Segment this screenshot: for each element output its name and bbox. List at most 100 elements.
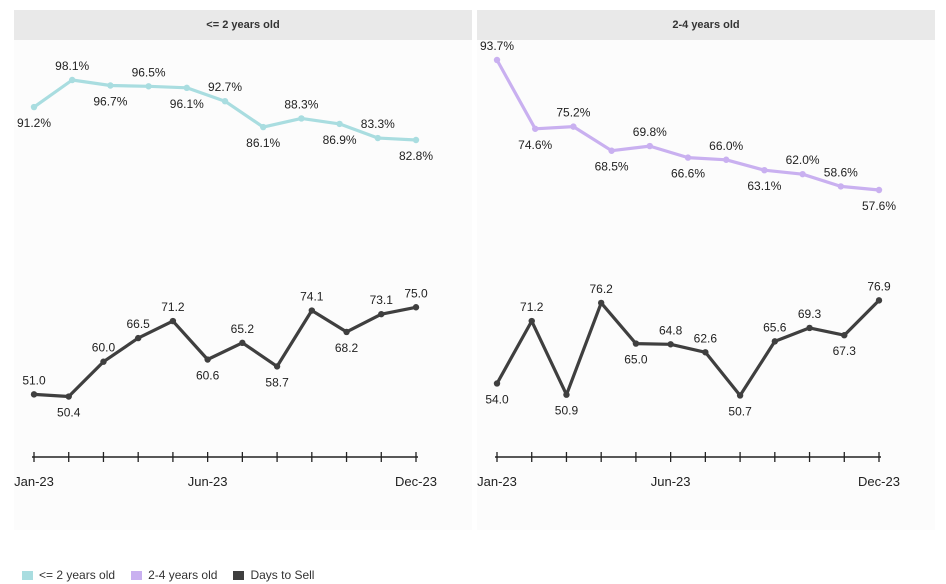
panel-right	[477, 40, 935, 530]
data-point-p0-s0-4	[183, 84, 190, 92]
data-point-p1-s1-3	[597, 299, 605, 307]
data-point-p1-s1-7	[736, 392, 744, 399]
data-point-p1-s0-1	[532, 125, 539, 132]
data-point-p1-s0-6	[723, 156, 730, 163]
data-point-p0-s1-1	[65, 393, 72, 400]
x-tick-label-p1-1: Jun-23	[651, 474, 691, 489]
data-point-p1-s1-0	[493, 380, 501, 387]
data-label-p1-s0-4: 69.8%	[633, 125, 667, 139]
data-point-p1-s0-9	[837, 183, 844, 190]
data-label-p0-s0-2: 96.7%	[93, 94, 127, 108]
data-point-p0-s1-7	[273, 363, 281, 370]
data-point-p0-s0-7	[298, 115, 305, 122]
data-label-p0-s0-1: 98.1%	[55, 59, 89, 73]
data-label-p0-s1-11: 75.0	[404, 286, 428, 300]
data-label-p0-s0-3: 96.5%	[132, 65, 166, 79]
data-label-p1-s0-6: 66.0%	[709, 139, 743, 153]
legend: <= 2 years old 2-4 years old Days to Sel…	[22, 568, 314, 582]
data-point-p1-s1-2	[563, 391, 570, 398]
data-label-p1-s1-5: 64.8	[659, 323, 683, 337]
data-label-p1-s1-6: 62.6	[694, 331, 718, 345]
data-point-p1-s0-7	[761, 166, 768, 174]
x-tick-label-p0-2: Dec-23	[395, 474, 437, 489]
data-point-p1-s1-5	[667, 341, 674, 348]
legend-item-age-0-2: <= 2 years old	[22, 568, 115, 582]
data-label-p0-s1-4: 71.2	[161, 300, 185, 314]
data-label-p0-s1-8: 74.1	[300, 290, 324, 304]
data-point-p0-s1-9	[343, 328, 350, 336]
data-point-p1-s0-4	[646, 142, 653, 150]
legend-label-days: Days to Sell	[250, 568, 315, 582]
data-point-p0-s1-5	[204, 356, 211, 363]
data-point-p0-s0-8	[336, 120, 343, 128]
data-label-p0-s0-7: 88.3%	[284, 97, 318, 111]
x-tick-label-p1-0: Jan-23	[477, 474, 517, 489]
data-label-p0-s0-10: 82.8%	[399, 149, 433, 163]
data-point-p0-s0-5	[221, 97, 229, 105]
data-label-p1-s1-10: 67.3	[833, 344, 857, 358]
panel-title-left: <= 2 years old	[14, 10, 472, 40]
data-label-p0-s1-2: 60.0	[92, 341, 116, 355]
data-point-p0-s1-10	[378, 310, 385, 318]
data-point-p0-s1-11	[412, 304, 420, 311]
data-label-p1-s0-1: 74.6%	[518, 138, 552, 152]
data-label-p1-s1-8: 65.6	[763, 320, 787, 334]
data-label-p1-s1-2: 50.9	[555, 404, 579, 418]
data-label-p0-s1-3: 66.5	[127, 317, 151, 331]
x-tick-label-p1-2: Dec-23	[858, 474, 900, 489]
data-point-p0-s1-2	[100, 358, 107, 365]
data-point-p0-s0-0	[30, 103, 38, 111]
data-point-p0-s0-1	[69, 76, 76, 84]
legend-label-age-2-4: 2-4 years old	[148, 568, 218, 582]
data-label-p0-s1-1: 50.4	[57, 406, 81, 420]
data-point-p0-s0-10	[412, 136, 420, 144]
data-point-p1-s0-10	[875, 186, 883, 194]
legend-swatch-age-0-2	[22, 570, 33, 580]
data-label-p1-s1-3: 76.2	[590, 282, 614, 296]
data-label-p0-s1-6: 65.2	[231, 322, 255, 336]
data-label-p1-s0-5: 66.6%	[671, 167, 705, 181]
data-point-p1-s1-4	[632, 340, 640, 347]
data-label-p1-s0-7: 63.1%	[747, 179, 781, 193]
data-label-p1-s0-8: 62.0%	[786, 153, 820, 167]
data-point-p1-s1-6	[702, 349, 709, 356]
series-line-p0-s1	[33, 305, 417, 399]
data-label-p0-s1-10: 73.1	[370, 293, 394, 307]
data-label-p0-s1-0: 51.0	[22, 373, 46, 387]
data-label-p0-s0-9: 83.3%	[361, 117, 395, 131]
legend-label-age-0-2: <= 2 years old	[39, 568, 116, 582]
legend-swatch-days	[233, 570, 245, 580]
data-point-p1-s0-5	[684, 154, 692, 161]
data-label-p1-s1-1: 71.2	[520, 300, 544, 314]
data-label-p1-s1-9: 69.3	[798, 307, 822, 321]
data-point-p1-s0-3	[608, 147, 615, 154]
data-label-p0-s0-0: 91.2%	[17, 116, 51, 130]
data-label-p1-s1-11: 76.9	[867, 279, 891, 293]
data-label-p0-s0-8: 86.9%	[323, 133, 357, 147]
data-label-p1-s0-3: 68.5%	[595, 160, 629, 174]
data-label-p1-s0-9: 58.6%	[824, 165, 858, 179]
data-label-p0-s1-7: 58.7	[265, 375, 289, 389]
data-point-p1-s1-9	[806, 324, 813, 332]
data-point-p0-s1-8	[308, 307, 316, 314]
data-point-p1-s1-8	[771, 338, 779, 345]
data-point-p1-s0-2	[570, 123, 577, 130]
data-label-p0-s1-5: 60.6	[196, 369, 220, 383]
legend-item-age-2-4: 2-4 years old	[131, 568, 217, 582]
x-tick-label-p0-1: Jun-23	[188, 474, 228, 489]
x-tick-label-p0-0: Jan-23	[14, 474, 54, 489]
data-point-p0-s1-6	[239, 339, 246, 347]
data-point-p0-s1-3	[134, 334, 142, 342]
data-point-p0-s0-9	[374, 134, 381, 142]
data-label-p1-s0-2: 75.2%	[556, 106, 590, 120]
data-point-p1-s0-8	[799, 170, 806, 178]
data-label-p0-s0-6: 86.1%	[246, 136, 280, 150]
data-label-p1-s0-10: 57.6%	[862, 199, 896, 213]
data-label-p1-s0-0: 93.7%	[480, 39, 514, 53]
data-point-p0-s1-4	[169, 317, 177, 325]
data-point-p0-s0-3	[145, 83, 152, 90]
legend-swatch-age-2-4	[131, 570, 143, 580]
data-label-p1-s1-4: 65.0	[624, 353, 648, 367]
data-label-p0-s1-9: 68.2	[335, 341, 359, 355]
